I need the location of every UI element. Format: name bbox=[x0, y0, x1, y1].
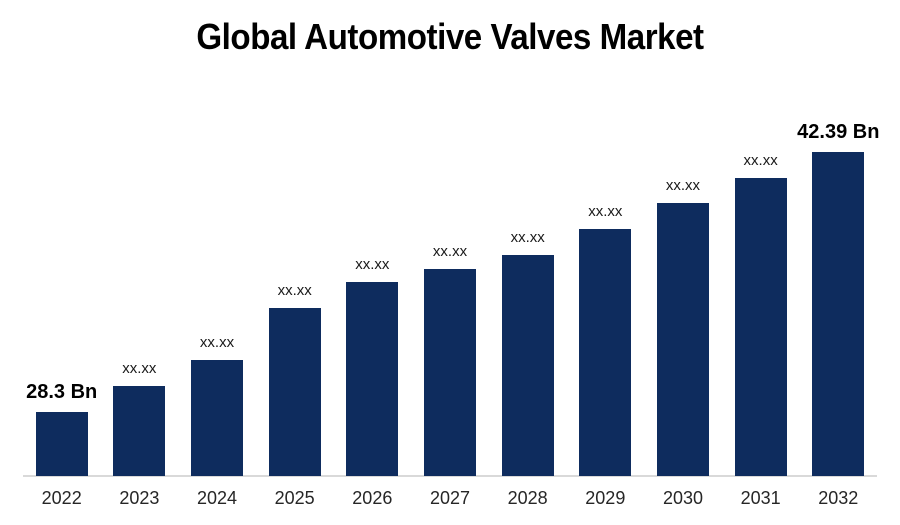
bar-2028 bbox=[501, 255, 554, 476]
bar-value-label-2029: xx.xx bbox=[588, 203, 623, 220]
bar-value-label-2023: xx.xx bbox=[122, 360, 157, 377]
x-axis-tick-label-2030: 2030 bbox=[662, 488, 703, 508]
bar-value-label-2022: 28.3 Bn bbox=[26, 381, 98, 403]
x-axis-line bbox=[23, 475, 877, 477]
bar-2032 bbox=[812, 152, 865, 476]
bar-2030 bbox=[656, 203, 709, 476]
bar-2026 bbox=[346, 282, 399, 476]
bar-value-label-2028: xx.xx bbox=[510, 229, 545, 246]
bar-2031 bbox=[734, 178, 787, 476]
bar-2024 bbox=[191, 360, 244, 476]
bar-value-label-2032: 42.39 Bn bbox=[797, 121, 880, 143]
x-axis-tick-label-2024: 2024 bbox=[196, 488, 238, 508]
x-axis-tick-label-2031: 2031 bbox=[740, 488, 781, 508]
bar-value-label-2026: xx.xx bbox=[355, 256, 390, 273]
x-axis-tick-label-2028: 2028 bbox=[507, 488, 548, 508]
x-axis-tick-label-2027: 2027 bbox=[429, 488, 471, 508]
bar-2027 bbox=[424, 269, 476, 476]
bar-2022 bbox=[35, 412, 88, 476]
bar-value-label-2024: xx.xx bbox=[199, 334, 235, 351]
bar-2025 bbox=[268, 308, 321, 476]
x-axis-tick-label-2026: 2026 bbox=[352, 488, 393, 508]
x-axis-tick-label-2029: 2029 bbox=[585, 488, 626, 508]
x-axis-tick-label-2032: 2032 bbox=[818, 488, 859, 508]
bar-2023 bbox=[113, 386, 166, 476]
bar-2029 bbox=[579, 229, 632, 476]
x-axis-tick-label-2025: 2025 bbox=[274, 488, 315, 508]
chart-title: Global Automotive Valves Market bbox=[196, 16, 704, 57]
bar-value-label-2031: xx.xx bbox=[743, 152, 778, 169]
x-axis-tick-label-2023: 2023 bbox=[119, 488, 160, 508]
bar-value-label-2027: xx.xx bbox=[432, 243, 468, 260]
bar-value-label-2030: xx.xx bbox=[665, 177, 701, 194]
bar-value-label-2025: xx.xx bbox=[277, 282, 312, 299]
x-axis-tick-label-2022: 2022 bbox=[41, 488, 82, 508]
